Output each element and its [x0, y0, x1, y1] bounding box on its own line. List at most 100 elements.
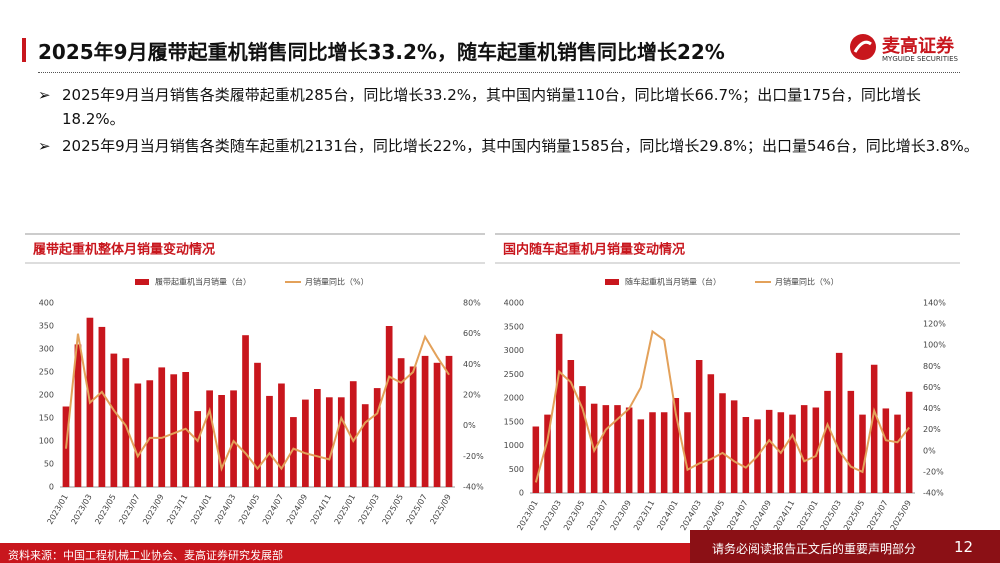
bar: [719, 393, 726, 493]
bar: [230, 390, 237, 487]
y2-tick-label: 0%: [463, 421, 476, 430]
y2-tick-label: 40%: [923, 404, 941, 413]
bar: [730, 400, 738, 493]
x-tick-label: 2025/01: [795, 499, 819, 532]
y-tick-label: 400: [39, 299, 54, 308]
y-tick-label: 150: [39, 414, 54, 423]
y-tick-label: 500: [509, 465, 524, 474]
bar: [579, 386, 586, 493]
x-tick-label: 2025/03: [819, 499, 843, 532]
x-tick-label: 2025/09: [889, 499, 913, 532]
bar: [218, 395, 225, 487]
bar: [302, 399, 309, 487]
y-tick-label: 2000: [504, 394, 524, 403]
x-tick-label: 2023/07: [585, 499, 609, 532]
bar: [835, 352, 843, 493]
footer-bar: [0, 543, 690, 563]
y2-tick-label: -20%: [923, 467, 944, 476]
bar: [325, 397, 333, 487]
y2-tick-label: 80%: [923, 362, 941, 371]
x-tick-label: 2024/03: [679, 499, 703, 532]
bar: [110, 353, 118, 487]
bar: [637, 419, 645, 493]
line-series: [64, 333, 450, 472]
x-tick-label: 2024/09: [749, 499, 773, 532]
bar: [555, 333, 563, 493]
x-tick-label: 2024/03: [213, 493, 237, 526]
bar: [134, 383, 142, 487]
x-tick-label: 2023/11: [165, 493, 189, 526]
bar: [649, 412, 656, 493]
legend-swatch: [605, 279, 619, 285]
page-number: 12: [954, 538, 974, 556]
bar: [254, 362, 261, 487]
x-tick-label: 2024/01: [189, 493, 213, 526]
y-tick-label: 100: [39, 437, 54, 446]
y-tick-label: 3500: [504, 322, 524, 331]
bullet: 2025年9月当月销售各类履带起重机285台，同比增长33.2%，其中国内销量1…: [38, 83, 982, 131]
x-tick-label: 2024/05: [237, 493, 261, 526]
x-tick-label: 2025/05: [381, 493, 405, 526]
y2-tick-label: 0%: [923, 446, 936, 455]
bar: [421, 355, 429, 487]
bar: [337, 397, 345, 487]
bar: [800, 405, 808, 493]
notice: 请务必阅读报告正文后的重要声明部分: [712, 542, 917, 556]
bar: [266, 395, 273, 487]
bar: [789, 414, 796, 493]
bar: [684, 412, 691, 493]
logo-text: 麦高证券: [882, 36, 954, 57]
y2-tick-label: 80%: [463, 299, 481, 308]
divider: [38, 72, 960, 73]
title-accent: [22, 38, 26, 62]
x-tick-label: 2025/03: [357, 493, 381, 526]
legend-label: 随车起重机当月销量（台）: [625, 277, 721, 287]
bar: [614, 405, 621, 493]
y2-tick-label: 120%: [923, 320, 946, 329]
y-tick-label: 200: [39, 391, 54, 400]
bar: [824, 390, 831, 493]
bar: [74, 344, 82, 487]
bar: [812, 407, 820, 493]
y2-tick-label: 40%: [463, 360, 481, 369]
y-tick-label: 250: [39, 368, 54, 377]
bar: [361, 404, 369, 487]
y2-tick-label: 60%: [463, 329, 481, 338]
bar: [98, 326, 106, 487]
y2-tick-label: 100%: [923, 341, 946, 350]
legend-label: 月销量同比（%）: [305, 277, 369, 287]
bar: [445, 355, 453, 487]
x-tick-label: 2024/11: [772, 499, 796, 532]
bar: [625, 407, 633, 493]
x-tick-label: 2024/09: [285, 493, 309, 526]
bar: [409, 366, 417, 487]
bar: [206, 390, 213, 487]
slide-title: 2025年9月履带起重机销售同比增长33.2%，随车起重机销售同比增长22%: [38, 40, 725, 64]
bar: [660, 412, 668, 493]
x-tick-label: 2023/09: [141, 493, 165, 526]
y2-tick-label: -20%: [463, 452, 484, 461]
source: 资料来源：中国工程机械工业协会、麦高证券研究发展部: [8, 549, 283, 562]
bar: [397, 358, 405, 487]
x-tick-label: 2023/03: [69, 493, 93, 526]
bar: [894, 414, 901, 493]
x-tick-label: 2025/09: [429, 493, 453, 526]
x-tick-label: 2023/01: [515, 499, 539, 532]
x-tick-label: 2025/05: [842, 499, 866, 532]
x-tick-label: 2024/01: [655, 499, 679, 532]
y-tick-label: 0: [49, 483, 54, 492]
bar: [847, 390, 855, 493]
bar: [870, 364, 878, 493]
bar: [313, 389, 321, 487]
y-tick-label: 1500: [504, 417, 524, 426]
bar: [707, 374, 715, 493]
bar: [290, 417, 297, 487]
legend-swatch: [135, 279, 149, 285]
chart-title: 履带起重机整体月销量变动情况: [33, 242, 215, 258]
bar: [532, 426, 540, 493]
x-tick-label: 2025/07: [865, 499, 889, 532]
bar: [349, 381, 357, 487]
x-tick-label: 2023/01: [45, 493, 69, 526]
line-series: [534, 329, 910, 483]
